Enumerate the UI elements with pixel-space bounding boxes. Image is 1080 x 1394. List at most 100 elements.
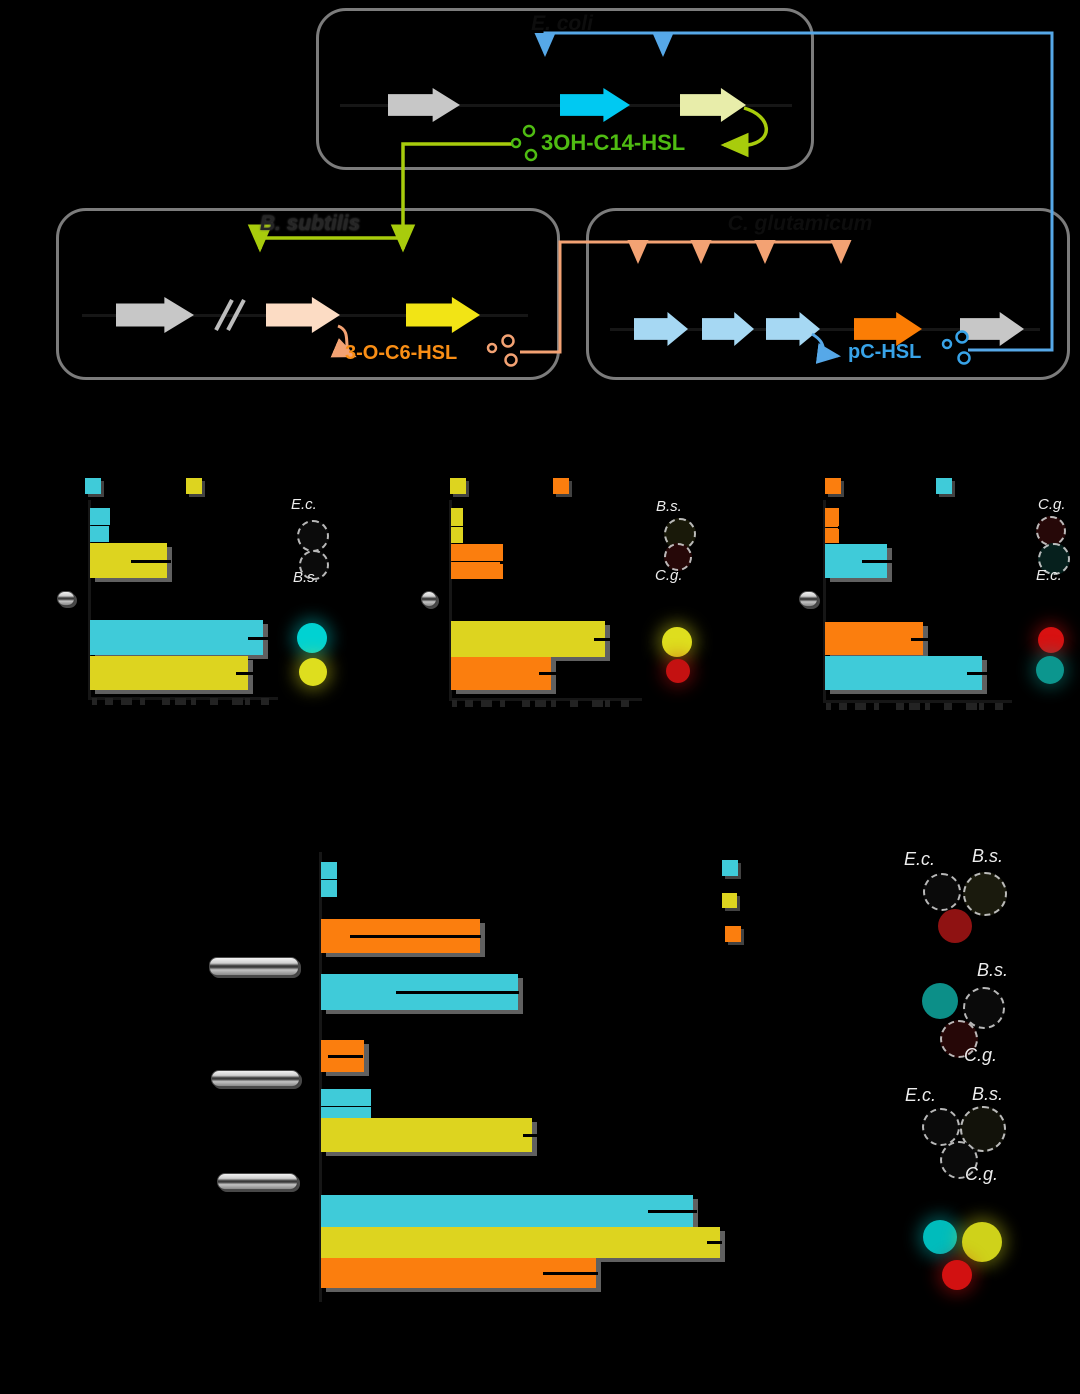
bar-bar_yellow xyxy=(321,1118,532,1152)
error-whisker xyxy=(967,672,994,675)
bar-bar_cyan xyxy=(90,508,110,525)
species-label: E.c. xyxy=(291,496,317,513)
error-whisker xyxy=(539,672,561,675)
colony-photo xyxy=(1036,656,1064,684)
axis-tick-smudge xyxy=(261,698,269,705)
axis-tick-smudge xyxy=(979,703,984,710)
axis-tick-smudge xyxy=(839,703,847,710)
bar-bar_orange xyxy=(451,562,503,579)
error-whisker xyxy=(594,638,616,641)
error-whisker xyxy=(396,991,519,994)
colony-photo xyxy=(922,983,958,1019)
colony-outline xyxy=(922,1108,960,1146)
species-label: C.g. xyxy=(655,567,683,584)
panel-b-middle-y-axis-line xyxy=(449,500,452,698)
panel-b-left-y-axis-line xyxy=(88,500,91,697)
colony-photo xyxy=(299,658,327,686)
axis-tick-smudge xyxy=(92,698,97,705)
signal-label-pc-hsl: pC-HSL xyxy=(848,341,922,363)
colony-outline xyxy=(297,520,329,552)
bar-bar_cyan xyxy=(321,862,337,879)
axis-tick-smudge xyxy=(896,703,904,710)
group-label-pill xyxy=(217,1173,298,1190)
bar-bar_cyan xyxy=(90,526,109,542)
colony-photo xyxy=(1038,627,1064,653)
axis-tick-smudge xyxy=(210,698,218,705)
axis-tick-smudge xyxy=(592,700,603,707)
panel-b-right-y-axis-line xyxy=(823,500,826,700)
legend-swatch xyxy=(725,926,741,942)
colony-outline xyxy=(940,1020,978,1058)
axis-tick-smudge xyxy=(191,698,196,705)
axis-tick-smudge xyxy=(162,698,170,705)
legend-swatch xyxy=(722,860,738,876)
species-label: B.s. xyxy=(972,846,1004,866)
panel-b-middle-x-axis-line xyxy=(449,698,642,701)
colony-outline xyxy=(1038,543,1070,575)
species-label: B.s. xyxy=(972,1084,1004,1104)
species-label: C.g. xyxy=(964,1045,998,1065)
panel-b-right-x-axis-line xyxy=(823,700,1012,703)
error-whisker xyxy=(131,560,171,563)
axis-tick-smudge xyxy=(570,700,578,707)
bar-bar_cyan xyxy=(825,656,982,690)
axis-tick-smudge xyxy=(465,700,473,707)
bar-bar_orange xyxy=(825,622,923,655)
group-label-pill xyxy=(799,591,818,607)
bar-bar_yellow xyxy=(451,527,463,543)
axis-tick-smudge xyxy=(855,703,866,710)
axis-tick-smudge xyxy=(245,698,250,705)
legend-swatch xyxy=(85,478,101,494)
bar-bar_cyan xyxy=(321,1089,371,1106)
signal-label-3oh-c14-hsl: 3OH-C14-HSL xyxy=(541,130,686,155)
bar-bar_orange xyxy=(451,657,551,690)
axis-tick-smudge xyxy=(175,698,186,705)
signal-label-3-o-c6-hsl: 3-O-C6-HSL xyxy=(345,342,458,364)
colony-outline xyxy=(299,550,329,580)
axis-tick-smudge xyxy=(140,698,145,705)
bar-bar_yellow xyxy=(451,508,463,526)
legend-swatch xyxy=(825,478,841,494)
axis-tick-smudge xyxy=(452,700,457,707)
bar-bar_orange xyxy=(451,544,503,561)
axis-tick-smudge xyxy=(874,703,879,710)
axis-tick-smudge xyxy=(826,703,831,710)
panel-c-y-axis-line xyxy=(319,852,322,1302)
axis-tick-smudge xyxy=(105,698,113,705)
colony-outline xyxy=(923,873,961,911)
legend-swatch xyxy=(186,478,202,494)
legend-swatch xyxy=(722,893,737,908)
error-whisker xyxy=(648,1210,697,1213)
colony-photo xyxy=(942,1260,972,1290)
species-label: C.g. xyxy=(1038,496,1066,513)
bar-bar_cyan xyxy=(90,620,263,655)
group-label-pill xyxy=(209,957,299,976)
error-whisker xyxy=(236,672,262,675)
error-whisker xyxy=(911,638,933,641)
error-whisker xyxy=(862,560,904,563)
axis-tick-smudge xyxy=(481,700,492,707)
bar-bar_cyan xyxy=(321,1107,371,1118)
group-label-pill xyxy=(57,591,75,606)
species-label: E.c. xyxy=(905,1085,937,1105)
colony-outline xyxy=(963,987,1005,1029)
error-whisker xyxy=(707,1241,722,1244)
error-whisker xyxy=(500,561,524,564)
error-whisker xyxy=(248,637,273,640)
species-label: B.s. xyxy=(977,960,1009,980)
box-title-bsubtilis: B. subtilis xyxy=(259,212,361,235)
bar-bar_yellow xyxy=(321,1227,720,1258)
error-whisker xyxy=(463,526,496,529)
species-label: E.c. xyxy=(904,849,936,869)
axis-tick-smudge xyxy=(925,703,930,710)
axis-tick-smudge xyxy=(995,703,1003,710)
axis-tick-smudge xyxy=(535,700,546,707)
bar-bar_yellow xyxy=(90,656,248,690)
colony-photo xyxy=(938,909,972,943)
box-title-ecoli: E. coli xyxy=(531,12,593,35)
colony-photo xyxy=(297,623,327,653)
species-label: C.g. xyxy=(965,1164,999,1184)
error-whisker xyxy=(838,526,851,529)
axis-tick-smudge xyxy=(621,700,629,707)
